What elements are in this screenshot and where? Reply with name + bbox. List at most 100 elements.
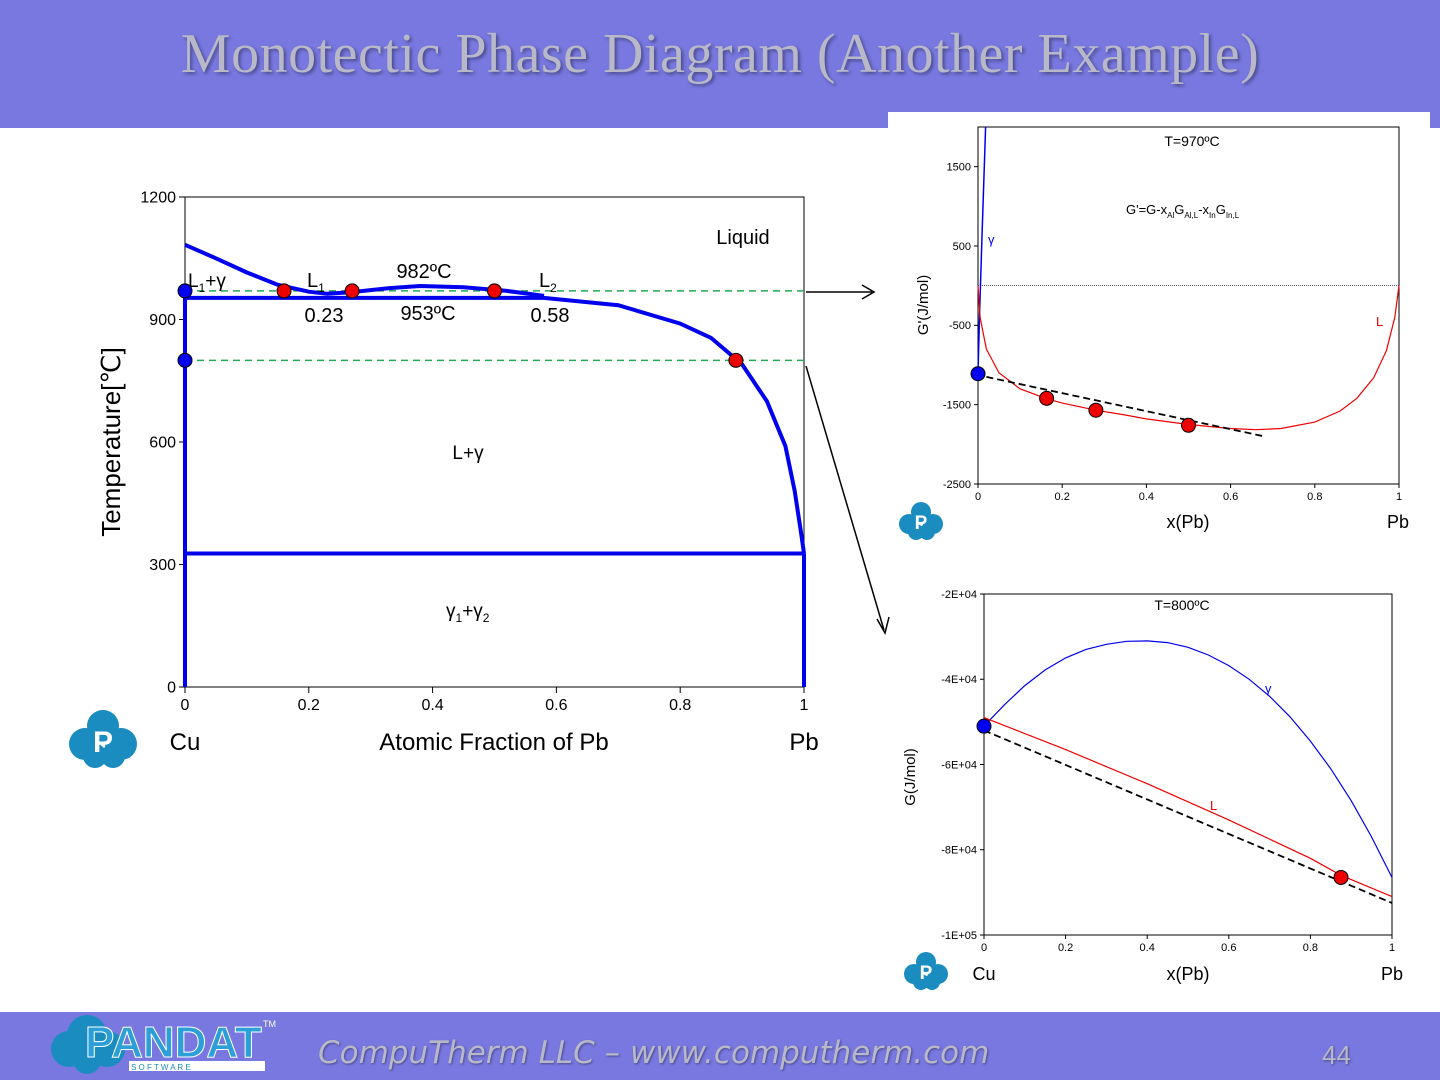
liquid-curve (977, 285, 1400, 431)
blue-marker (976, 718, 992, 734)
y-tick-label: -1E+05 (941, 930, 977, 942)
x-axis-label: x(Pb) (1166, 964, 1209, 984)
x-tick-label: 0.6 (545, 697, 567, 714)
x-tick-label: 0.2 (1055, 491, 1070, 503)
svg-text:P: P (915, 513, 928, 534)
phase-boundary (185, 295, 806, 554)
curves (977, 126, 1400, 438)
y-tick-label: 1500 (947, 162, 971, 174)
red-marker (1181, 417, 1196, 433)
y-tick-label: -6E+04 (941, 759, 977, 771)
y-tick-label: -2E+04 (941, 589, 977, 601)
x-tick-label: 0.8 (669, 697, 691, 714)
blue-marker (970, 366, 986, 382)
x-tick-label: 0.2 (298, 697, 320, 714)
x-tick-label: 0.8 (1303, 942, 1318, 954)
markers (976, 718, 1349, 885)
svg-text:P: P (920, 963, 933, 984)
y-tick-label: -4E+04 (941, 674, 977, 686)
y-tick-label: 500 (953, 241, 971, 253)
label-982: 982ºC (396, 261, 451, 283)
gibbs-plot-970: 0 0.2 0.4 0.6 0.8 1 -2500 -1500 -500 500 1500 T=97… (899, 126, 1409, 540)
markers (970, 366, 1196, 433)
x-tick-label: 0.4 (421, 697, 443, 714)
red-marker (1039, 390, 1055, 406)
liquid-label: L (1376, 314, 1383, 329)
label-cu: Cu (170, 729, 201, 756)
common-tangent (983, 729, 1393, 904)
y-axis-label: G(J/mol) (902, 748, 919, 806)
red-marker (487, 283, 502, 299)
pandat-p-logo: P (899, 502, 943, 540)
label-l-gamma: L+γ (452, 443, 484, 464)
x-tick-label: 0.6 (1223, 491, 1238, 503)
phase-boundary (184, 242, 545, 298)
red-marker (1333, 869, 1349, 885)
pandat-logo: PANDAT TM S O F T W A R E (51, 1015, 276, 1074)
x-tick-label: 0.2 (1058, 942, 1073, 954)
equation: G'=G-xAlGAl,L-xInGIn,L (1126, 202, 1240, 220)
red-marker (276, 283, 292, 299)
y-tick-label: 900 (149, 312, 176, 329)
footer-text: CompuTherm LLC – www.computherm.com (318, 1035, 990, 1071)
gamma-curve (983, 640, 1393, 878)
y-axis-label: G'(J/mol) (915, 275, 932, 335)
pb-label: Pb (1387, 512, 1409, 532)
x-tick-label: 0 (981, 942, 987, 954)
common-tangent (986, 376, 1265, 438)
curves (983, 640, 1393, 904)
axis-ticks: 0 0.2 0.4 0.6 0.8 1 -1E+05 -8E+04 -6E+04 -4E+04 -2… (941, 589, 1395, 954)
red-marker (1088, 402, 1104, 418)
blue-marker (177, 352, 193, 368)
phase-diagram: 0 0.2 0.4 0.6 0.8 1 0 300 600 900 1200 Liquid L1+γ… (69, 190, 890, 768)
y-tick-label: 1200 (140, 190, 176, 207)
pandat-p-logo: P (904, 952, 948, 990)
markers (177, 283, 744, 368)
blue-marker (177, 283, 193, 299)
inset-title-800: T=800ºC (1154, 597, 1209, 613)
svg-text:TM: TM (263, 1019, 276, 1029)
label-pb: Pb (789, 729, 818, 756)
phase-boundaries (183, 242, 806, 687)
x-tick-label: 0 (181, 697, 190, 714)
label-l2: L2 (539, 270, 557, 295)
y-tick-label: -1500 (943, 400, 971, 412)
label-023: 0.23 (305, 305, 344, 327)
gamma-label: γ (1265, 681, 1272, 696)
x-tick-label: 0.4 (1139, 491, 1154, 503)
label-l1: L1 (307, 270, 325, 295)
x-tick-label: 1 (1396, 491, 1402, 503)
slide-title: Monotectic Phase Diagram (Another Exampl… (180, 23, 1260, 85)
label-953: 953ºC (400, 303, 455, 325)
label-058: 0.58 (531, 305, 570, 327)
inset-title-970: T=970ºC (1164, 133, 1219, 149)
red-marker (344, 283, 360, 299)
plot-frame (184, 196, 805, 688)
pb-label: Pb (1381, 964, 1403, 984)
liquid-label: L (1210, 798, 1217, 813)
gibbs-plot-800: 0 0.2 0.4 0.6 0.8 1 -1E+05 -8E+04 -6E+04 -4E+04 -2… (902, 589, 1403, 990)
svg-text:PANDAT: PANDAT (85, 1018, 262, 1067)
gamma-label: γ (988, 232, 995, 247)
y-tick-label: -500 (949, 320, 971, 332)
axis-ticks: 0 0.2 0.4 0.6 0.8 1 -2500 -1500 -500 500 1500 (943, 162, 1402, 503)
label-gamma1-gamma2: γ1+γ2 (446, 601, 490, 625)
y-tick-label: -2500 (943, 479, 971, 491)
x-tick-label: 0.8 (1307, 491, 1322, 503)
svg-text:P: P (93, 726, 113, 759)
y-tick-label: 0 (167, 680, 176, 697)
svg-text:S O F T W A R E: S O F T W A R E (131, 1063, 191, 1072)
x-tick-label: 1 (1389, 942, 1395, 954)
title-bar (0, 0, 1440, 128)
page-number: 44 (1322, 1040, 1351, 1070)
x-tick-label: 0.4 (1140, 942, 1155, 954)
gamma-curve (977, 126, 987, 373)
cu-label: Cu (972, 964, 995, 984)
y-tick-label: 600 (149, 435, 176, 452)
arrow-to-800 (805, 365, 885, 631)
label-l1-gamma: L1+γ (188, 271, 226, 295)
pandat-p-logo: P (69, 710, 137, 768)
x-tick-label: 0 (975, 491, 981, 503)
liquid-curve (983, 717, 1393, 898)
x-axis-label: Atomic Fraction of Pb (379, 729, 608, 756)
